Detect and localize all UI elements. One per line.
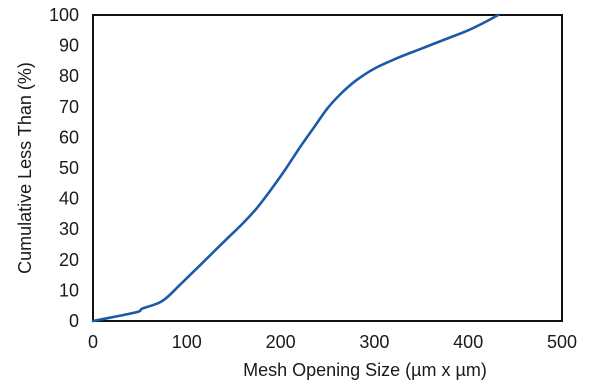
x-tick-label: 400 [453, 332, 483, 352]
x-tick-label: 200 [266, 332, 296, 352]
y-tick-label: 80 [59, 66, 79, 86]
y-axis: 0 10 20 30 40 50 60 70 80 90 100 [49, 5, 79, 331]
y-axis-title: Cumulative Less Than (%) [15, 62, 35, 274]
y-tick-label: 90 [59, 36, 79, 56]
x-axis-title: Mesh Opening Size (µm x µm) [243, 360, 487, 380]
x-tick-label: 500 [547, 332, 577, 352]
x-tick-label: 300 [359, 332, 389, 352]
y-tick-label: 60 [59, 127, 79, 147]
y-tick-label: 30 [59, 219, 79, 239]
y-tick-label: 10 [59, 280, 79, 300]
y-tick-label: 100 [49, 5, 79, 25]
x-tick-label: 100 [172, 332, 202, 352]
y-tick-label: 40 [59, 189, 79, 209]
x-tick-label: 0 [88, 332, 98, 352]
cumulative-curve [91, 13, 500, 323]
y-tick-label: 0 [69, 311, 79, 331]
plot-frame [92, 14, 563, 322]
x-axis: 0 100 200 300 400 500 [88, 332, 577, 352]
y-tick-label: 20 [59, 250, 79, 270]
y-tick-label: 50 [59, 158, 79, 178]
y-tick-label: 70 [59, 97, 79, 117]
